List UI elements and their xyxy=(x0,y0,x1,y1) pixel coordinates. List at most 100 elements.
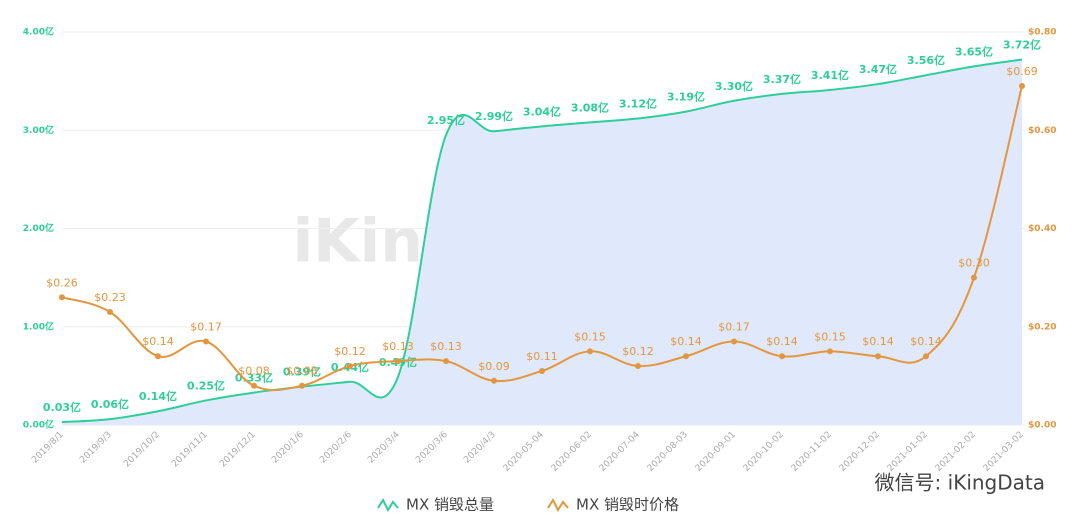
line xyxy=(61,85,1023,392)
value-label: 0.14亿 xyxy=(139,389,177,403)
value-label: 3.47亿 xyxy=(859,62,897,76)
point xyxy=(875,353,881,360)
value-label: $0.08 xyxy=(238,365,270,378)
point xyxy=(971,274,977,281)
value-label: 3.65亿 xyxy=(955,44,993,58)
legend-label: MX 销毁时价格 xyxy=(576,496,679,514)
point xyxy=(587,348,593,355)
y-tick-label: 3.00亿 xyxy=(23,124,54,136)
point xyxy=(59,294,65,301)
credit: 微信号: iKingData xyxy=(875,471,1045,495)
value-label: 3.37亿 xyxy=(763,72,801,86)
x-tick-label: 2020-11-02 xyxy=(790,430,834,474)
value-label: 3.30亿 xyxy=(715,79,753,93)
value-label: $0.09 xyxy=(478,360,510,373)
x-tick-label: 2020/1/6 xyxy=(270,430,306,466)
value-label: $0.15 xyxy=(574,330,606,343)
value-label: 0.06亿 xyxy=(91,397,129,411)
value-label: $0.17 xyxy=(718,320,750,333)
point xyxy=(779,353,785,360)
value-label: 3.08亿 xyxy=(571,100,609,114)
value-label: $0.12 xyxy=(622,345,654,358)
x-tick-label: 2019/10/2 xyxy=(122,430,162,470)
y2-tick-label: $0.00 xyxy=(1028,421,1056,431)
line xyxy=(61,58,1023,424)
value-label: $0.13 xyxy=(382,340,414,353)
y2-tick-label: $0.80 xyxy=(1028,28,1056,38)
x-tick-label: 2020-06-02 xyxy=(550,430,594,474)
point xyxy=(299,382,305,389)
value-label: $0.13 xyxy=(430,340,462,353)
point xyxy=(635,363,641,370)
value-label: $0.14 xyxy=(910,335,942,348)
x-tick-label: 2020-07-04 xyxy=(598,430,642,474)
value-label: 2.99亿 xyxy=(475,109,513,123)
point xyxy=(827,348,833,355)
value-label: 0.33亿 xyxy=(235,371,273,385)
x-tick-label: 2020-09-01 xyxy=(694,430,738,474)
x-tick-label: 2020-12-02 xyxy=(838,430,882,474)
point xyxy=(155,353,161,360)
x-tick-label: 2019/8/1 xyxy=(30,430,66,466)
point xyxy=(539,367,545,374)
value-label: $0.26 xyxy=(46,276,78,289)
point xyxy=(923,353,929,360)
value-label: 3.72亿 xyxy=(1003,38,1041,52)
value-label: 3.19亿 xyxy=(667,90,705,104)
legend-icon xyxy=(547,497,569,513)
point xyxy=(395,358,401,365)
x-tick-label: 2021-02-02 xyxy=(934,430,978,474)
value-label: $0.15 xyxy=(814,330,846,343)
legend-icon xyxy=(377,497,399,513)
x-tick-label: 2021-03-02 xyxy=(982,430,1026,474)
value-label: $0.08 xyxy=(286,365,318,378)
x-tick-label: 2020-08-03 xyxy=(646,430,690,474)
point xyxy=(683,353,689,360)
x-tick-label: 2021-01-02 xyxy=(886,430,930,474)
value-label: $0.14 xyxy=(766,335,798,348)
value-label: 0.39亿 xyxy=(283,365,321,379)
point xyxy=(347,363,353,370)
value-label: $0.17 xyxy=(190,320,222,333)
x-tick-label: 2020-05-04 xyxy=(502,430,546,474)
value-label: $0.69 xyxy=(1006,65,1038,78)
point xyxy=(443,358,449,365)
legend-label: MX 销毁总量 xyxy=(406,496,494,514)
x-tick-label: 2019/11/1 xyxy=(170,430,210,470)
x-tick-label: 2020-10-02 xyxy=(742,430,786,474)
plot xyxy=(62,31,1025,426)
value-label: 2.95亿 xyxy=(427,113,465,127)
point xyxy=(731,338,737,345)
x-tick-label: 2020/4/3 xyxy=(462,430,498,466)
value-label: $0.14 xyxy=(142,335,174,348)
value-label: $0.14 xyxy=(670,335,702,348)
y-tick-label: 1.00亿 xyxy=(23,320,54,332)
x-tick-label: 2019/9/3 xyxy=(78,430,114,466)
point xyxy=(107,309,113,316)
point xyxy=(251,382,257,389)
value-label: 0.25亿 xyxy=(187,378,225,392)
x-tick-label: 2020/2/6 xyxy=(318,430,354,466)
y2-tick-label: $0.40 xyxy=(1028,224,1056,234)
y2-tick-label: $0.20 xyxy=(1028,322,1056,332)
value-label: 3.12亿 xyxy=(619,96,657,110)
point xyxy=(1019,83,1025,90)
value-label: $0.30 xyxy=(958,257,990,270)
y-tick-label: 0.00亿 xyxy=(23,419,54,431)
value-label: $0.14 xyxy=(862,335,894,348)
value-label: 3.41亿 xyxy=(811,68,849,82)
point xyxy=(203,338,209,345)
value-label: 3.56亿 xyxy=(907,53,945,67)
value-label: 3.04亿 xyxy=(523,104,561,118)
point xyxy=(491,377,497,384)
y-tick-label: 2.00亿 xyxy=(23,222,54,234)
value-label: $0.23 xyxy=(94,291,126,304)
x-tick-label: 2019/12/1 xyxy=(218,430,258,470)
value-label: $0.11 xyxy=(526,350,558,363)
x-tick-label: 2020/3/4 xyxy=(366,430,402,466)
value-label: $0.12 xyxy=(334,345,366,358)
value-label: 0.03亿 xyxy=(43,400,81,414)
area xyxy=(62,59,1022,425)
x-tick-label: 2020/3/6 xyxy=(414,430,450,466)
